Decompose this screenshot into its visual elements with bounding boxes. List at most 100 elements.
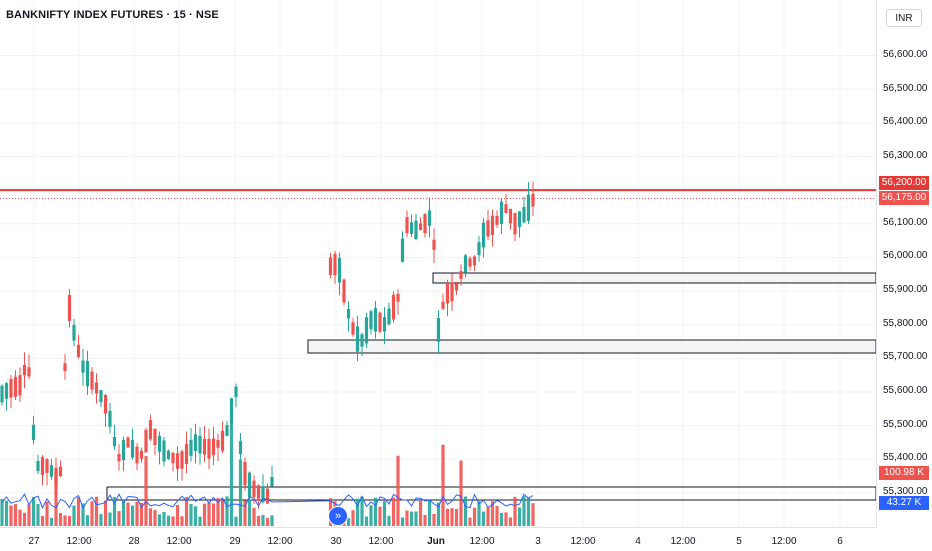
volume-bar [256, 515, 261, 526]
volume-bar [526, 497, 531, 526]
price-tick: 55,700.00 [883, 351, 928, 362]
volume-bar [432, 513, 436, 526]
candle-body [486, 220, 490, 237]
scroll-to-realtime-icon[interactable]: » [328, 506, 348, 526]
candle-body [454, 283, 459, 291]
volume-bar [99, 514, 103, 526]
volume-bar [166, 515, 171, 526]
volume-bar [72, 505, 76, 526]
volume-bar [130, 505, 135, 526]
volume-bar [418, 501, 423, 526]
volume-bar [184, 497, 189, 526]
volume-bar [468, 517, 472, 526]
candle-body [378, 312, 382, 332]
price-tick: 56,300.00 [883, 150, 928, 161]
volume-bar [63, 515, 67, 526]
volume-bar [445, 508, 450, 526]
chart-pane[interactable]: BANKNIFTY INDEX FUTURES · 15 · NSE » [0, 0, 876, 527]
volume-bar [391, 497, 396, 526]
volume-bar [355, 498, 360, 526]
candle-body [135, 446, 139, 464]
price-axis[interactable] [876, 0, 932, 527]
volume-bar [481, 511, 486, 526]
volume-bar [522, 496, 526, 526]
candle-body [108, 410, 112, 427]
candle-body [0, 385, 4, 403]
time-label: 12:00 [469, 536, 495, 547]
volume-bar [499, 512, 504, 526]
price-tick: 56,600.00 [883, 49, 928, 60]
volume-bar [517, 507, 522, 526]
candle-body [490, 215, 495, 236]
time-label: 12:00 [66, 536, 92, 547]
candle-body [4, 383, 9, 399]
volume-bar [409, 511, 414, 526]
price-tick: 56,000.00 [883, 250, 928, 261]
candle-body [450, 282, 454, 302]
volume-bar [265, 517, 270, 526]
candle-body [472, 256, 477, 266]
candle-body [373, 308, 378, 332]
candle-body [328, 257, 333, 276]
candle-body [18, 375, 22, 396]
volume-bar [144, 456, 148, 526]
symbol-title[interactable]: BANKNIFTY INDEX FUTURES · 15 · NSE [6, 9, 219, 21]
time-axis[interactable]: 27 12:00 28 12:00 29 12:00 30 12:00 Jun … [0, 527, 876, 551]
currency-button[interactable]: INR [886, 9, 922, 27]
volume-bar [454, 508, 459, 526]
candle-body [517, 211, 522, 228]
time-label: Jun [427, 536, 445, 547]
candle-body [207, 438, 211, 459]
candle-body [81, 360, 85, 373]
volume-bar [477, 501, 481, 526]
candle-body [72, 324, 76, 341]
time-label: 12:00 [570, 536, 596, 547]
candle-body [513, 213, 517, 235]
volume-bar [414, 511, 418, 526]
candle-body [153, 428, 157, 446]
volume-bar [234, 516, 238, 526]
zone-box [307, 339, 876, 354]
time-label: 12:00 [267, 536, 293, 547]
candle-body [94, 382, 99, 394]
volume-bar [108, 512, 112, 526]
price-chart-canvas[interactable] [0, 0, 876, 527]
volume-bar [490, 501, 495, 526]
volume-bar [4, 500, 9, 526]
volume-bar [405, 510, 409, 526]
candle-body [162, 440, 166, 462]
price-tick: 56,500.00 [883, 83, 928, 94]
volume-bar [117, 511, 121, 526]
volume-bar [81, 503, 85, 526]
candle-body [495, 215, 499, 225]
volume-bar [472, 507, 477, 526]
volume-bar [436, 502, 441, 526]
candle-body [436, 318, 441, 342]
volume-bar [103, 500, 108, 526]
candle-body [265, 488, 270, 504]
candle-body [409, 222, 414, 234]
candle-body [499, 201, 504, 225]
volume-bar [27, 504, 31, 526]
price-tick: 55,800.00 [883, 318, 928, 329]
volume-bar [378, 506, 382, 526]
candle-body [103, 395, 108, 414]
candle-body [337, 257, 342, 283]
volume-bar [369, 505, 373, 526]
volume-bar [459, 460, 463, 526]
volume-bar [76, 497, 81, 526]
candle-body [360, 334, 364, 347]
price-tick: 55,900.00 [883, 284, 928, 295]
candle-body [22, 364, 27, 376]
candle-body [130, 439, 135, 458]
time-label: 29 [229, 536, 241, 547]
candle-body [351, 322, 355, 335]
candle-body [463, 255, 468, 273]
volume-bar [463, 496, 468, 526]
volume-bar [400, 517, 405, 526]
volume-bar [54, 470, 58, 526]
time-label: 12:00 [771, 536, 797, 547]
time-label: 4 [635, 536, 641, 547]
candle-body [504, 204, 508, 214]
candle-body [40, 457, 45, 475]
